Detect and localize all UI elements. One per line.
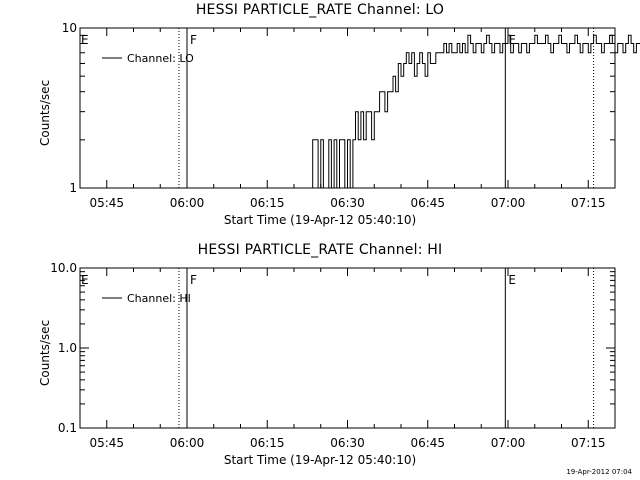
legend-label-lo: Channel: LO [127,52,194,65]
x-tick-label-hi: 06:45 [410,436,445,450]
x-tick-label-hi: 05:45 [89,436,124,450]
x-tick-label-hi: 07:15 [571,436,606,450]
x-tick-label-lo: 06:00 [170,196,205,210]
y-tick-label-hi: 0.1 [58,421,77,435]
x-tick-label-hi: 06:30 [330,436,365,450]
event-marker-label-hi: E [81,273,89,287]
legend-label-hi: Channel: HI [127,292,191,305]
x-tick-label-hi: 06:15 [250,436,285,450]
event-marker-label-lo: F [190,33,197,47]
event-marker-label-lo: E [81,33,89,47]
data-series-lo [310,34,640,189]
x-tick-label-hi: 06:00 [170,436,205,450]
event-marker-label-hi: E [508,273,516,287]
x-tick-label-lo: 06:15 [250,196,285,210]
x-tick-label-lo: 05:45 [89,196,124,210]
y-tick-label-hi: 10.0 [50,261,77,275]
x-tick-label-lo: 07:00 [491,196,526,210]
event-marker-label-lo: E [508,33,516,47]
chart-title-hi: HESSI PARTICLE_RATE Channel: HI [197,242,443,258]
x-axis-label-lo: Start Time (19-Apr-12 05:40:10) [223,213,417,227]
y-tick-label-lo: 10 [62,21,77,35]
x-tick-label-lo: 06:30 [330,196,365,210]
x-tick-label-hi: 07:00 [491,436,526,450]
x-tick-label-lo: 06:45 [410,196,445,210]
chart-title-lo: HESSI PARTICLE_RATE Channel: LO [195,2,445,18]
x-axis-label-hi: Start Time (19-Apr-12 05:40:10) [223,453,417,467]
event-marker-label-hi: F [190,273,197,287]
timestamp-label: 19-Apr-2012 07:04 [566,468,632,476]
y-tick-label-lo: 1 [69,181,77,195]
y-tick-label-hi: 1.0 [58,341,77,355]
x-tick-label-lo: 07:15 [571,196,606,210]
